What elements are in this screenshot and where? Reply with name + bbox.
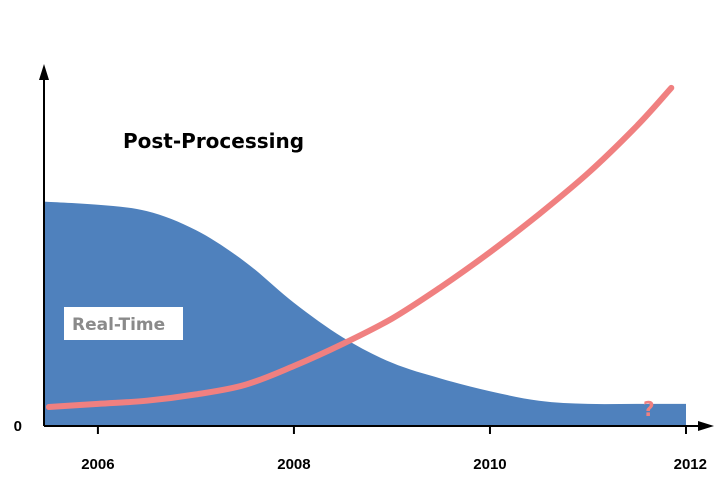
line-layer bbox=[45, 84, 675, 410]
real-time-label-box bbox=[64, 307, 183, 340]
tick-layer: 2006 2008 2010 2012 0 bbox=[14, 418, 707, 473]
x-tick-label-2012: 2012 bbox=[674, 456, 707, 473]
y-tick-label-0: 0 bbox=[14, 418, 22, 435]
area-layer bbox=[44, 201, 686, 426]
real-time-curve bbox=[45, 84, 675, 410]
x-axis-arrow bbox=[698, 421, 714, 431]
question-mark-annotation: ? bbox=[643, 397, 655, 421]
post-processing-label: Post-Processing bbox=[123, 129, 304, 153]
post-processing-area bbox=[44, 201, 686, 426]
x-tick-label-2010: 2010 bbox=[473, 456, 506, 473]
y-axis-arrow bbox=[39, 64, 49, 80]
x-tick-label-2008: 2008 bbox=[277, 456, 310, 473]
x-tick-label-2006: 2006 bbox=[81, 456, 114, 473]
real-time-label: Real-Time bbox=[72, 315, 165, 335]
